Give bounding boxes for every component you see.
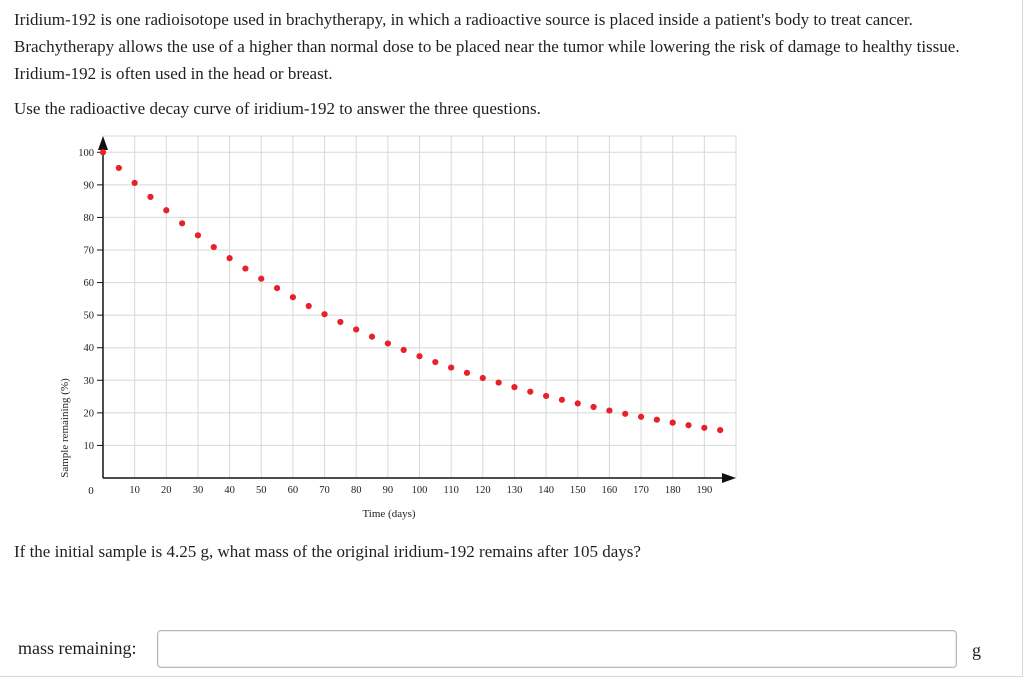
data-point [717, 427, 724, 434]
y-axis-arrow [98, 136, 108, 150]
x-tick-label: 10 [129, 485, 140, 496]
data-point [432, 358, 439, 366]
x-tick-label: 50 [256, 485, 267, 496]
data-point [701, 424, 708, 431]
x-tick-label: 110 [443, 485, 458, 496]
x-tick-label: 130 [507, 485, 523, 496]
y-tick-label: 80 [84, 213, 95, 224]
data-point [495, 379, 502, 386]
mass-remaining-label: mass remaining: [18, 638, 137, 658]
data-point [289, 294, 296, 301]
data-point [637, 413, 645, 420]
data-point [258, 275, 265, 282]
data-point [179, 220, 186, 227]
x-tick-label: 30 [193, 485, 204, 496]
data-point [574, 400, 581, 407]
y-tick-label: 50 [84, 311, 95, 322]
intro-paragraph: Iridium-192 is one radioisotope used in … [14, 10, 960, 83]
data-point [685, 422, 692, 429]
data-point [622, 410, 629, 417]
x-tick-label: 160 [602, 485, 618, 496]
data-point [527, 388, 534, 395]
data-point [368, 333, 376, 340]
x-tick-label: 140 [538, 485, 554, 496]
x-tick-label: 70 [319, 485, 330, 496]
origin-label: 0 [88, 485, 94, 497]
data-point [305, 302, 312, 310]
y-tick-label: 60 [84, 278, 95, 289]
data-point [147, 193, 154, 201]
data-point [558, 396, 566, 403]
instruction-text: Use the radioactive decay curve of iridi… [14, 99, 541, 118]
x-tick-label: 150 [570, 485, 586, 496]
x-tick-label: 120 [475, 485, 491, 496]
data-point [590, 403, 597, 411]
data-point [416, 353, 423, 360]
y-tick-label: 90 [84, 180, 95, 191]
data-point [400, 346, 407, 354]
x-tick-label: 170 [633, 485, 649, 496]
y-tick-label: 10 [84, 441, 95, 452]
y-tick-labels: 100 90 80 70 60 50 40 30 20 10 [78, 148, 103, 452]
x-tick-label: 100 [412, 485, 428, 496]
data-point [448, 364, 455, 371]
chart-axes [98, 136, 736, 483]
chart-grid [102, 135, 737, 479]
y-tick-label: 40 [84, 343, 95, 354]
x-tick-labels: 10 20 30 40 50 60 70 80 90 100 110 120 130 140 150 160 1… [129, 485, 712, 496]
data-point [226, 255, 233, 262]
x-tick-label: 20 [161, 485, 172, 496]
data-point [463, 369, 471, 376]
y-tick-label: 70 [84, 246, 95, 257]
data-point [353, 326, 360, 333]
data-point [606, 407, 613, 414]
y-tick-label: 100 [78, 148, 94, 159]
data-point [131, 179, 138, 187]
data-point [511, 384, 518, 391]
data-point [669, 419, 676, 426]
y-tick-label: 20 [84, 408, 95, 419]
data-point [337, 318, 344, 326]
y-tick-label: 30 [84, 376, 95, 387]
data-point [163, 207, 170, 214]
data-point [321, 311, 328, 318]
data-point [115, 164, 122, 172]
x-tick-label: 190 [696, 485, 712, 496]
x-tick-label: 90 [383, 485, 394, 496]
x-tick-label: 180 [665, 485, 681, 496]
unit-label: g [972, 640, 981, 660]
x-tick-label: 60 [288, 485, 299, 496]
x-tick-label: 80 [351, 485, 362, 496]
answer-row: mass remaining: g [0, 628, 1022, 676]
x-axis-label: Time (days) [362, 508, 415, 520]
data-point [384, 340, 391, 347]
data-point [194, 232, 202, 239]
data-point [543, 392, 550, 400]
data-point [273, 285, 281, 292]
data-point [242, 265, 249, 272]
question-text: If the initial sample is 4.25 g, what ma… [14, 542, 641, 561]
data-point [479, 374, 486, 382]
y-axis-label: Sample remaining (%) [59, 378, 71, 478]
mass-remaining-input[interactable] [157, 630, 957, 668]
x-tick-label: 40 [224, 485, 235, 496]
data-points [99, 149, 724, 434]
data-point [99, 149, 107, 156]
x-axis-arrow [722, 473, 736, 483]
data-point [653, 416, 660, 423]
data-point [210, 243, 217, 251]
decay-curve-chart: 100 90 80 70 60 50 40 30 20 10 10 20 30 40 50 60 70 80 90… [59, 135, 737, 520]
